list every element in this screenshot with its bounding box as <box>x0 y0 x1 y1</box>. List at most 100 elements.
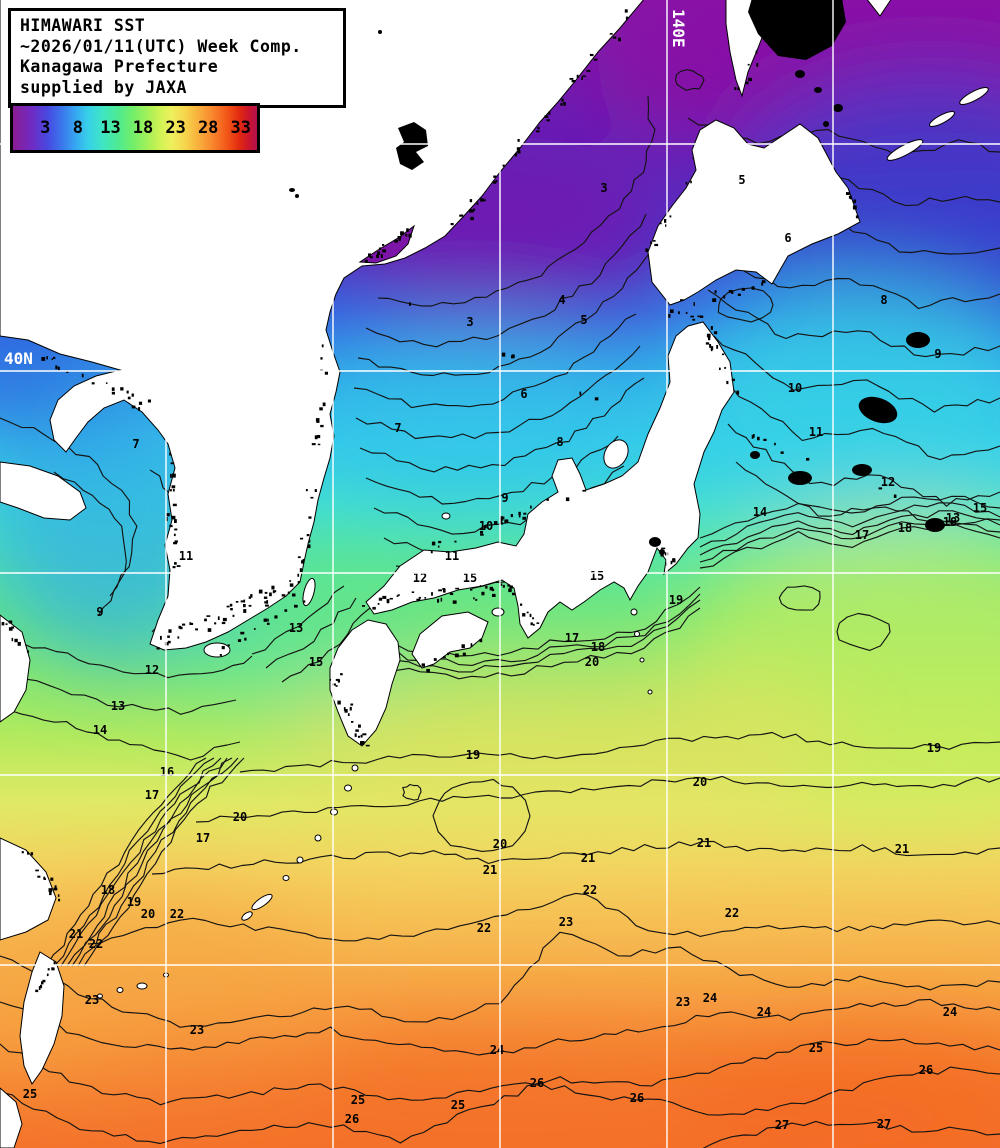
speckle <box>713 331 718 335</box>
contour-label: 27 <box>775 1118 789 1132</box>
speckle <box>297 581 300 584</box>
speckle <box>569 78 574 80</box>
contour-label: 5 <box>738 173 745 187</box>
speckle <box>780 451 784 454</box>
speckle <box>321 344 324 348</box>
speckle <box>461 644 465 649</box>
speckle <box>314 435 318 440</box>
speckle <box>398 237 402 240</box>
speckle <box>480 534 484 536</box>
speckle <box>380 254 383 258</box>
island-isle <box>241 911 253 921</box>
speckle <box>164 642 169 646</box>
speckle <box>265 604 269 607</box>
speckle <box>235 601 239 603</box>
speckle <box>120 387 124 391</box>
speckle <box>53 961 56 965</box>
speckle <box>406 228 409 233</box>
speckle <box>243 609 247 613</box>
speckle <box>214 622 217 625</box>
speckle <box>226 605 230 608</box>
speckle <box>41 981 44 985</box>
speckle <box>172 566 176 569</box>
speckle <box>43 876 46 880</box>
cloud-mask-patches <box>289 0 945 555</box>
coast-speckles <box>0 9 897 993</box>
speckle <box>430 550 433 554</box>
speckle <box>172 489 175 492</box>
speckle <box>138 401 143 405</box>
contour-label: 20 <box>585 655 599 669</box>
cloud-patch <box>748 0 846 60</box>
speckle <box>767 34 770 37</box>
speckle <box>372 606 376 610</box>
speckle <box>41 357 46 361</box>
speckle <box>431 541 436 546</box>
speckle <box>8 627 13 631</box>
contour-line-15 <box>699 502 1000 548</box>
speckle <box>745 81 749 85</box>
speckle <box>846 192 850 195</box>
speckle <box>700 315 704 318</box>
island-isle <box>97 993 103 999</box>
speckle <box>397 594 400 596</box>
speckle <box>351 721 354 723</box>
speckle <box>8 620 13 624</box>
speckle <box>53 967 55 971</box>
speckle <box>217 616 220 620</box>
contour-line-3 <box>377 95 656 307</box>
speckle <box>227 644 230 647</box>
speckle <box>405 233 408 237</box>
speckle <box>437 545 440 548</box>
speckle <box>470 643 473 647</box>
speckle <box>389 597 393 600</box>
speckle <box>483 526 487 529</box>
speckle <box>492 593 496 597</box>
contour-line-14 <box>265 597 357 669</box>
speckle <box>349 706 352 711</box>
speckle <box>174 528 178 531</box>
speckle <box>491 588 495 592</box>
contour-label: 4 <box>558 293 565 307</box>
contour-line-21 <box>151 840 1000 875</box>
speckle <box>502 164 505 167</box>
speckle <box>14 638 18 643</box>
speckle <box>272 590 275 594</box>
contour-label: 23 <box>85 993 99 1007</box>
island-awaji <box>491 607 505 617</box>
contour-line-eddy <box>675 69 705 91</box>
contour-label: 22 <box>170 907 184 921</box>
contour-line-18 <box>361 593 701 666</box>
speckle <box>712 298 717 302</box>
speckle <box>147 399 151 403</box>
speckle <box>748 77 752 82</box>
speckle <box>650 241 653 244</box>
contour-label: 15 <box>309 655 323 669</box>
speckle <box>11 637 14 642</box>
speckle <box>757 436 760 441</box>
speckle <box>382 249 386 253</box>
speckle <box>756 62 759 67</box>
speckle <box>493 521 498 525</box>
speckle <box>517 150 521 154</box>
speckle <box>661 547 666 550</box>
speckle <box>289 583 294 587</box>
cloud-blob <box>289 188 295 192</box>
speckle <box>548 111 551 115</box>
speckle <box>530 505 532 509</box>
contour-line-14 <box>699 495 1000 539</box>
speckle <box>690 180 692 184</box>
contour-label: 25 <box>23 1087 37 1101</box>
speckle <box>301 560 305 564</box>
speckle <box>284 609 288 612</box>
speckle <box>438 589 443 592</box>
title-line-region: Kanagawa Prefecture <box>20 57 219 76</box>
speckle <box>710 348 713 352</box>
speckle <box>269 592 272 597</box>
speckle <box>470 216 474 221</box>
speckle <box>431 592 433 596</box>
speckle <box>692 318 696 321</box>
latitude-label: 40N <box>4 349 33 368</box>
speckle <box>253 628 256 630</box>
contour-label: 5 <box>580 313 587 327</box>
